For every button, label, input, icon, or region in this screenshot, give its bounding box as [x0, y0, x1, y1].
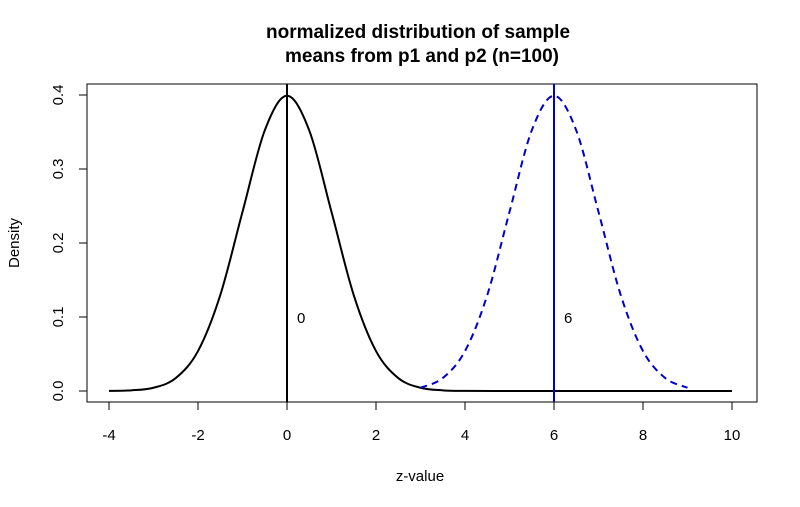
y-tick-label: 0.2	[50, 233, 67, 254]
y-axis: 0.0 0.1 0.2 0.3 0.4	[50, 85, 88, 402]
x-tick-label: 6	[550, 427, 558, 444]
x-tick-label: 4	[461, 427, 469, 444]
x-tick-label: -2	[191, 427, 204, 444]
chart-title-line-1: normalized distribution of sample	[266, 22, 570, 43]
x-tick-label: 2	[372, 427, 380, 444]
y-tick-label: 0.0	[50, 381, 67, 402]
x-tick-label: 0	[283, 427, 291, 444]
plot-frame	[86, 83, 758, 403]
x-axis-label: z-value	[396, 468, 444, 485]
vline-label-1: 6	[564, 310, 572, 327]
x-axis: -4 -2 0 2 4 6 8 10	[102, 401, 741, 444]
y-tick-label: 0.3	[50, 159, 67, 180]
density-curve-2	[420, 94, 688, 389]
x-tick-label: 10	[724, 427, 741, 444]
series-layer	[108, 94, 732, 393]
chart-title-line-2: means from p1 and p2 (n=100)	[285, 46, 559, 67]
density-curve-1	[108, 94, 732, 393]
vline-label-0: 0	[297, 310, 305, 327]
x-tick-label: -4	[102, 427, 115, 444]
y-tick-label: 0.4	[50, 85, 67, 106]
y-tick-label: 0.1	[50, 307, 67, 328]
y-axis-label: Density	[6, 217, 23, 268]
x-tick-label: 8	[639, 427, 647, 444]
